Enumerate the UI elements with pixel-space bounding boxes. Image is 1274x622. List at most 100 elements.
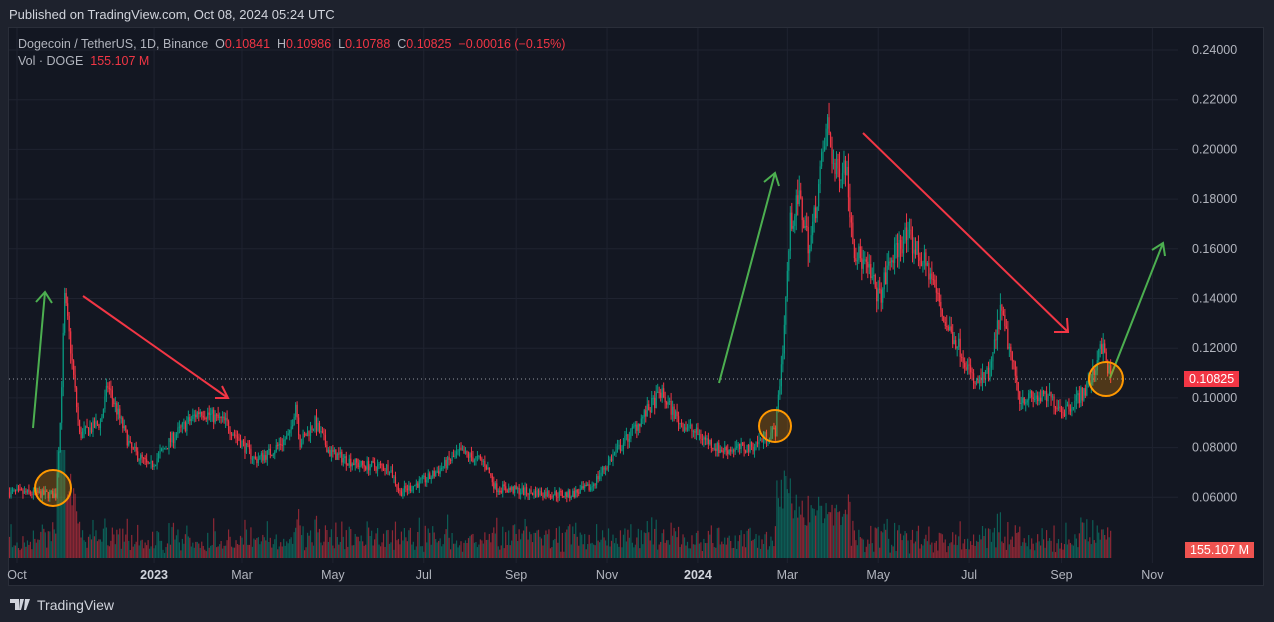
volume-bar	[536, 530, 538, 558]
volume-bar	[742, 546, 744, 558]
candle-body	[387, 464, 389, 473]
candle-body	[503, 484, 505, 487]
volume-bar	[293, 532, 295, 558]
volume-bar	[123, 541, 125, 558]
candle-body	[86, 425, 88, 428]
candle-body	[1014, 361, 1016, 376]
volume-bar	[278, 546, 280, 558]
candle-body	[563, 496, 565, 498]
candle-body	[95, 421, 97, 428]
candle-body	[432, 470, 434, 478]
symbol-title[interactable]: Dogecoin / TetherUS, 1D, Binance	[18, 37, 209, 51]
candle-body	[974, 382, 976, 384]
volume-bar	[399, 544, 401, 558]
footer-brand[interactable]: TradingView	[10, 597, 114, 613]
candle-body	[639, 423, 641, 427]
candle-body	[1050, 391, 1052, 398]
candle-body	[306, 431, 309, 437]
volume-bar	[807, 495, 809, 558]
candle-body	[826, 117, 829, 129]
volume-bar	[512, 525, 514, 558]
volume-bar	[449, 549, 452, 558]
candle-body	[624, 436, 626, 444]
volume-bar	[765, 531, 768, 558]
candle-body	[1098, 349, 1100, 361]
volume-bar	[110, 540, 112, 558]
candle-body	[125, 425, 127, 431]
candle-body	[330, 450, 332, 457]
candle-body	[648, 404, 650, 411]
candle-body	[779, 386, 781, 395]
candle-body	[943, 316, 945, 323]
volume-bar	[342, 536, 344, 558]
candle-body	[275, 445, 277, 452]
volume-bar	[689, 548, 692, 558]
volume-bar	[998, 532, 1000, 558]
candle-body	[970, 365, 972, 373]
candle-body	[381, 464, 383, 466]
volume-bar	[892, 546, 894, 558]
volume-bar	[76, 511, 78, 558]
candle-body	[58, 452, 60, 474]
volume-bar	[333, 548, 335, 558]
candle-body	[293, 416, 295, 426]
candle-body	[679, 423, 681, 425]
candle-body	[506, 490, 508, 493]
volume-bar	[403, 528, 405, 558]
volume-bar	[229, 536, 231, 558]
candle-body	[368, 461, 370, 471]
candle-body	[16, 488, 18, 491]
candle-body	[496, 483, 498, 492]
volume-bar	[566, 529, 568, 558]
volume-bar	[408, 530, 410, 558]
candle-body	[296, 404, 298, 418]
candle-body	[81, 431, 84, 439]
volume-bar	[473, 542, 476, 558]
candle-body	[730, 449, 732, 452]
volume-bar	[174, 539, 176, 558]
candle-body	[1110, 365, 1112, 378]
volume-bar	[846, 514, 848, 558]
volume-bar	[1099, 539, 1101, 558]
chart-panel[interactable]	[8, 27, 1264, 586]
candle-body	[1069, 409, 1072, 412]
candle-body	[925, 252, 927, 266]
candle-body	[993, 339, 996, 353]
volume-bar	[736, 548, 738, 558]
volume-bar	[259, 544, 261, 558]
volume-bar	[680, 544, 683, 558]
candle-body	[230, 434, 233, 436]
volume-bar	[491, 532, 493, 558]
volume-bar	[686, 541, 689, 558]
candle-body	[1007, 328, 1009, 349]
volume-bar	[138, 545, 140, 558]
volume-bar	[129, 550, 131, 558]
candle-body	[472, 457, 474, 462]
candle-body	[587, 484, 589, 486]
candle-body	[29, 491, 32, 495]
candle-body	[528, 489, 531, 495]
candle-body	[320, 430, 322, 433]
volume-bar	[295, 527, 297, 558]
candle-body	[1026, 400, 1028, 403]
price-tick-label: 0.16000	[1192, 242, 1237, 256]
volume-bar	[502, 526, 504, 558]
candle-body	[1051, 396, 1054, 398]
volume-bar	[1004, 536, 1006, 558]
volume-bar	[719, 544, 721, 558]
candle-body	[862, 259, 864, 269]
volume-bar	[564, 532, 566, 558]
candle-body	[786, 270, 788, 297]
candle-body	[838, 168, 841, 182]
candle-body	[585, 485, 587, 487]
candle-body	[336, 453, 338, 460]
volume-bar	[16, 542, 18, 558]
volume-bar	[241, 537, 243, 558]
candle-body	[65, 292, 67, 304]
candle-body	[521, 487, 523, 493]
volume-bar	[537, 529, 540, 558]
volume-bar	[841, 516, 844, 558]
volume-bar	[108, 546, 110, 558]
volume-bar	[885, 529, 887, 558]
